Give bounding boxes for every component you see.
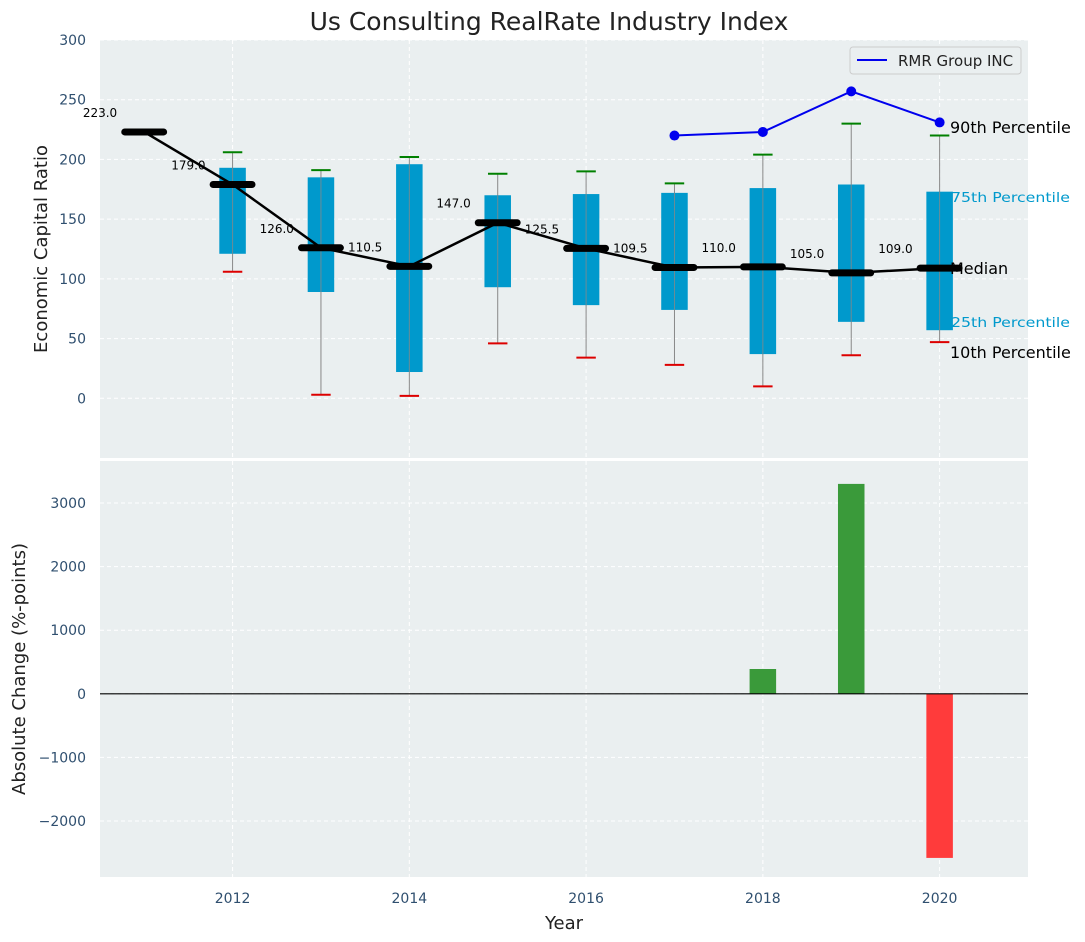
chart-title: Us Consulting RealRate Industry Index [310, 7, 789, 36]
label-75th-percentile: 75th Percentile [951, 191, 1070, 206]
top-y-tick-label: 0 [77, 391, 86, 407]
series-point-2019 [846, 86, 857, 97]
label-25th-percentile: 25th Percentile [951, 316, 1070, 331]
median-value-label-2015: 147.0 [436, 197, 470, 211]
bottom-y-tick-label: 0 [77, 687, 86, 703]
bottom-y-tick-label: 1000 [50, 623, 86, 639]
series-point-2018 [757, 126, 768, 137]
top-y-tick-label: 100 [59, 272, 86, 288]
legend-label-rmr: RMR Group INC [898, 52, 1013, 70]
median-value-label-2019: 105.0 [790, 247, 824, 261]
x-tick-label: 2014 [392, 891, 428, 907]
median-value-label-2014: 110.5 [348, 240, 382, 254]
bottom-plot-area [100, 461, 1028, 877]
change-bar-2020 [926, 693, 953, 858]
x-tick-label: 2018 [745, 891, 781, 907]
bottom-ticks: −2000 −1000 0 1000 2000 3000 2012 2014 2016 2018 2… [39, 496, 958, 907]
series-point-2017 [669, 130, 680, 141]
top-y-tick-label: 300 [59, 33, 86, 49]
label-90th-percentile: 90th Percentile [950, 118, 1071, 137]
median-value-label-2011: 223.0 [83, 106, 117, 120]
bottom-y-axis-label: Absolute Change (%-points) [9, 543, 30, 795]
top-y-axis-label: Economic Capital Ratio [31, 145, 52, 353]
x-tick-label: 2016 [568, 891, 604, 907]
bottom-y-tick-label: −2000 [39, 814, 86, 830]
top-y-tick-label: 150 [59, 212, 86, 228]
legend-box [849, 46, 1022, 75]
x-axis-label: Year [544, 913, 584, 934]
median-value-label-2013: 126.0 [260, 222, 294, 236]
legend: RMR Group INC [849, 46, 1022, 75]
bottom-y-tick-label: −1000 [39, 750, 86, 766]
label-10th-percentile: 10th Percentile [950, 343, 1071, 362]
x-tick-label: 2020 [922, 891, 958, 907]
top-y-ticks: 0 50 100 150 200 250 300 [59, 33, 86, 407]
x-tick-label: 2012 [215, 891, 251, 907]
top-y-tick-label: 50 [68, 332, 86, 348]
bottom-y-tick-label: 3000 [50, 496, 86, 512]
bottom-marks [100, 483, 1028, 858]
series-point-2020 [934, 117, 945, 128]
median-value-label-2012: 179.0 [171, 159, 205, 173]
label-median: Median [950, 259, 1008, 278]
median-value-label-2018: 110.0 [701, 241, 735, 255]
change-bar-2019 [837, 483, 865, 694]
median-line [143, 130, 940, 275]
series-line-0 [674, 90, 940, 137]
median-value-label-2017: 109.5 [613, 242, 647, 256]
median-value-label-2020: 109.0 [878, 242, 912, 256]
median-value-label-2016: 125.5 [525, 222, 559, 236]
top-marks: 223.0 179.0 126.0 110.5 147.0 125.5 109.5 110.0… [83, 86, 963, 397]
change-bar-2018 [749, 669, 777, 694]
top-y-tick-label: 200 [59, 152, 86, 168]
top-y-tick-label: 250 [59, 93, 86, 109]
bottom-y-tick-label: 2000 [50, 560, 86, 576]
